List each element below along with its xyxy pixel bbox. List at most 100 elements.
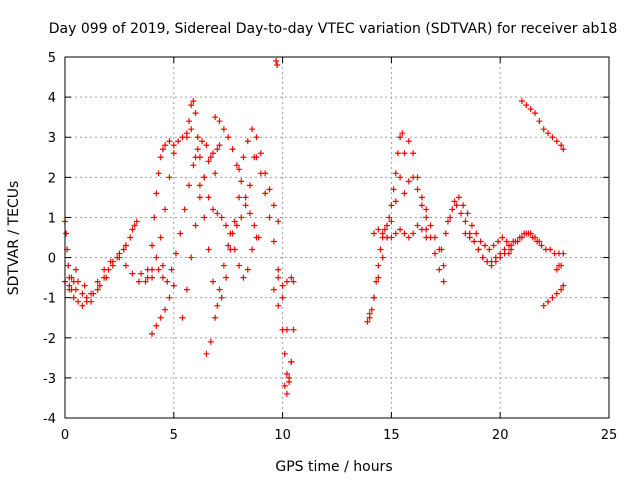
data-point [275, 266, 282, 273]
data-point [503, 238, 510, 245]
data-point [279, 326, 286, 333]
data-point [283, 370, 290, 377]
data-point [274, 62, 281, 69]
data-point [431, 250, 438, 257]
data-point [168, 266, 175, 273]
data-point [66, 286, 73, 293]
data-point [181, 206, 188, 213]
data-point [223, 274, 230, 281]
data-point [166, 174, 173, 181]
y-tick-label: 2 [48, 171, 56, 186]
data-point [212, 114, 219, 121]
data-point [442, 230, 449, 237]
data-point [216, 142, 223, 149]
data-point [394, 150, 401, 157]
data-point [536, 118, 543, 125]
data-point [505, 242, 512, 249]
data-point [405, 178, 412, 185]
data-point [418, 202, 425, 209]
data-point [162, 206, 169, 213]
data-point [192, 110, 199, 117]
data-point [205, 158, 212, 165]
data-point [225, 134, 232, 141]
data-point [151, 214, 158, 221]
data-point [427, 222, 434, 229]
data-point [188, 254, 195, 261]
data-point [242, 194, 249, 201]
data-point [379, 254, 386, 261]
chart-title: Day 099 of 2019, Sidereal Day-to-day VTE… [49, 21, 618, 37]
data-point [207, 154, 214, 161]
data-point [203, 142, 210, 149]
data-point [473, 230, 480, 237]
data-point [477, 238, 484, 245]
data-point [440, 262, 447, 269]
data-point [159, 274, 166, 281]
data-point [164, 278, 171, 285]
data-point [236, 194, 243, 201]
data-point [538, 242, 545, 249]
data-point [440, 278, 447, 285]
data-point [149, 242, 156, 249]
data-point [290, 326, 297, 333]
data-point [216, 118, 223, 125]
data-point [162, 142, 169, 149]
data-point [179, 314, 186, 321]
data-point [558, 142, 565, 149]
data-point [218, 294, 225, 301]
data-point [516, 234, 523, 241]
data-point [386, 214, 393, 221]
data-point [447, 214, 454, 221]
data-point [233, 222, 240, 229]
data-point [501, 246, 508, 253]
data-point [155, 266, 162, 273]
data-point [444, 218, 451, 225]
data-point [107, 258, 114, 265]
data-point [373, 278, 380, 285]
data-point [218, 214, 225, 221]
x-axis-label: GPS time / hours [275, 459, 392, 475]
data-point [94, 286, 101, 293]
data-point [192, 154, 199, 161]
data-point [279, 282, 286, 289]
data-point [464, 210, 471, 217]
data-point [410, 230, 417, 237]
axis-ticks: 0 5 10 15 20 25 -4 -3 -2 -1 0 1 2 3 4 5 [43, 51, 617, 443]
data-point [479, 254, 486, 261]
data-point [475, 246, 482, 253]
data-point [201, 214, 208, 221]
data-point [190, 98, 197, 105]
data-point [253, 234, 260, 241]
data-point [75, 278, 82, 285]
data-point [495, 238, 502, 245]
data-point [560, 146, 567, 153]
plot-frame [64, 56, 610, 419]
data-point [401, 190, 408, 197]
data-point [279, 294, 286, 301]
data-point [236, 166, 243, 173]
data-point [399, 130, 406, 137]
data-points [62, 58, 567, 397]
data-point [72, 286, 79, 293]
data-point [135, 278, 142, 285]
data-point [414, 222, 421, 229]
data-point [392, 170, 399, 177]
data-point [275, 274, 282, 281]
data-point [122, 262, 129, 269]
data-point [405, 234, 412, 241]
data-point [186, 182, 193, 189]
data-point [157, 314, 164, 321]
data-point [499, 234, 506, 241]
data-point [133, 218, 140, 225]
data-point [170, 150, 177, 157]
data-point [199, 138, 206, 145]
data-point [364, 318, 371, 325]
y-tick-label: 3 [48, 131, 56, 146]
data-point [368, 306, 375, 313]
data-point [116, 254, 123, 261]
data-point [392, 198, 399, 205]
data-point [370, 230, 377, 237]
data-point [283, 390, 290, 397]
data-point [553, 266, 560, 273]
data-point [249, 246, 256, 253]
